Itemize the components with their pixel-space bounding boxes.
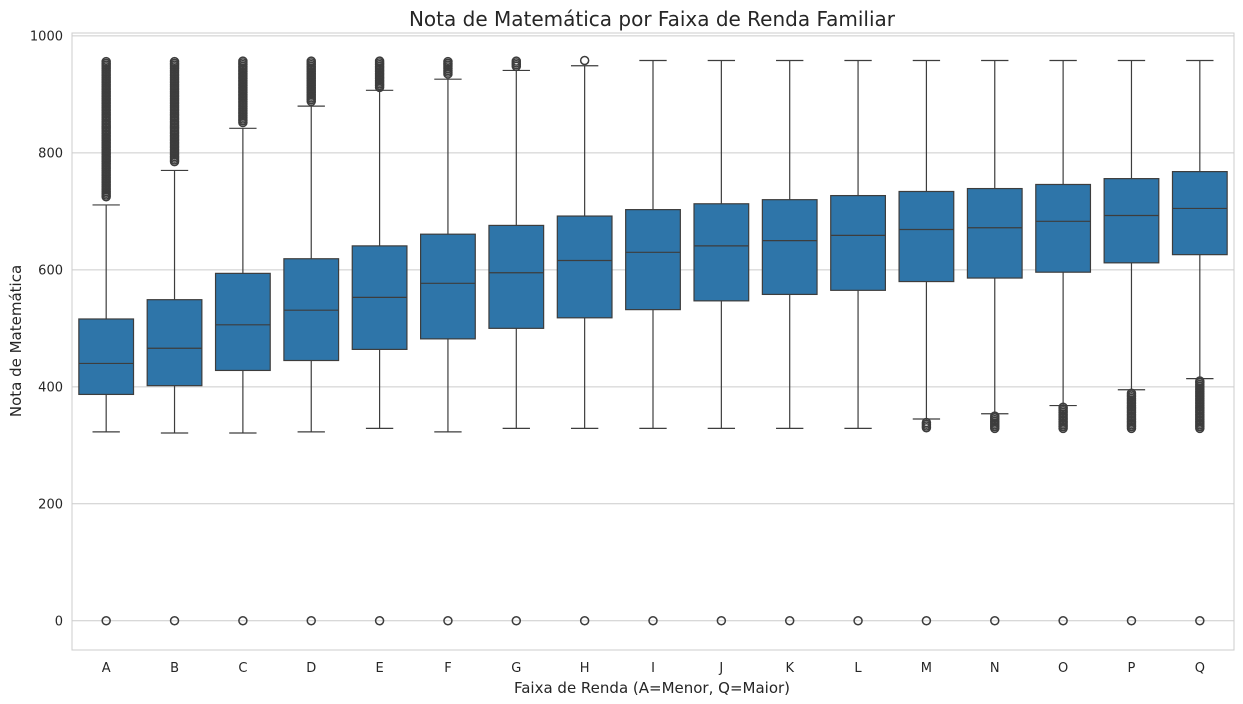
outlier-point [511, 56, 522, 66]
outlier-point [921, 616, 932, 626]
y-tick-label: 200 [38, 497, 63, 512]
box-iqr [420, 233, 476, 340]
outlier-point [579, 55, 590, 66]
outlier-point [716, 616, 727, 626]
box-group [830, 59, 887, 626]
outlier-point [238, 56, 248, 66]
x-tick-label: L [854, 661, 862, 676]
box-iqr [1103, 178, 1160, 264]
outlier-point [443, 56, 453, 67]
outlier-point [101, 56, 111, 67]
box-group [146, 56, 203, 626]
x-tick-label: H [580, 661, 590, 676]
y-axis-label: Nota de Matemática [7, 265, 25, 417]
box-iqr [1035, 183, 1092, 273]
box-iqr [146, 299, 203, 387]
outlier-point [1058, 616, 1068, 626]
y-tick-label: 800 [38, 146, 63, 161]
box-group [1035, 59, 1092, 626]
boxes [78, 55, 1228, 626]
x-tick-label: C [238, 661, 247, 676]
outlier-point [1195, 376, 1205, 386]
x-tick-label: K [785, 661, 794, 676]
box-group [78, 56, 135, 626]
x-tick-label: A [102, 661, 111, 676]
outlier-point [306, 616, 316, 626]
x-tick-label: Q [1195, 661, 1205, 676]
x-tick-label: P [1128, 661, 1136, 676]
outlier-point [1195, 616, 1205, 626]
box-group [1103, 59, 1160, 626]
x-tick-label: I [651, 661, 655, 676]
outlier-point [579, 616, 590, 626]
x-tick-label: B [170, 661, 179, 676]
box-iqr [214, 272, 271, 372]
box-group [693, 59, 750, 626]
box-group [214, 56, 271, 626]
outlier-point [169, 56, 180, 67]
outlier-point [1126, 616, 1137, 626]
box-iqr [78, 318, 135, 396]
x-axis-label: Faixa de Renda (A=Menor, Q=Maior) [514, 679, 790, 697]
box-group [556, 55, 613, 626]
box-group [761, 59, 818, 626]
box-iqr [898, 190, 955, 283]
box-group [1171, 59, 1228, 626]
x-tick-label: D [306, 661, 316, 676]
x-tick-label: E [375, 661, 383, 676]
x-tick-label: G [511, 661, 521, 676]
y-tick-labels: 0 200 400 600 800 1000 [30, 29, 63, 629]
x-tick-label: J [718, 661, 723, 676]
box-group [625, 59, 681, 626]
y-tick-label: 1000 [30, 29, 63, 44]
box-group [898, 59, 955, 626]
y-tick-label: 0 [55, 614, 63, 629]
box-iqr [625, 209, 681, 311]
x-tick-label: M [921, 661, 932, 676]
box-iqr [556, 215, 613, 319]
outlier-point [511, 616, 522, 626]
outlier-point [169, 616, 180, 626]
outlier-point [921, 417, 932, 428]
outlier-point [784, 616, 795, 626]
outlier-point [101, 616, 111, 626]
box-iqr [488, 224, 545, 329]
box-group [488, 56, 545, 626]
box-group [283, 56, 340, 626]
box-iqr [830, 194, 887, 291]
outlier-point [990, 616, 1000, 626]
outlier-point [374, 56, 385, 66]
outlier-point [443, 616, 453, 626]
box-iqr [761, 199, 818, 296]
outlier-point [853, 616, 863, 626]
box-iqr [966, 187, 1023, 279]
outlier-point [1126, 388, 1137, 399]
box-iqr [693, 203, 750, 302]
x-tick-label: F [444, 661, 451, 676]
chart-title: Nota de Matemática por Faixa de Renda Fa… [409, 7, 896, 31]
y-tick-label: 400 [38, 380, 63, 395]
y-tick-label: 600 [38, 263, 63, 278]
box-group [351, 56, 408, 626]
outlier-point [648, 616, 658, 626]
outlier-point [1058, 402, 1068, 413]
outlier-point [990, 411, 1000, 421]
outlier-point [306, 56, 316, 66]
x-tick-labels: A B C D E F G H I J K L M N O P Q [102, 661, 1205, 676]
outlier-point [238, 616, 248, 626]
box-iqr [1171, 171, 1228, 256]
box-group [420, 56, 476, 626]
box-group [966, 59, 1023, 626]
x-tick-label: N [990, 661, 1000, 676]
outlier-point [374, 616, 385, 626]
x-tick-label: O [1058, 661, 1068, 676]
